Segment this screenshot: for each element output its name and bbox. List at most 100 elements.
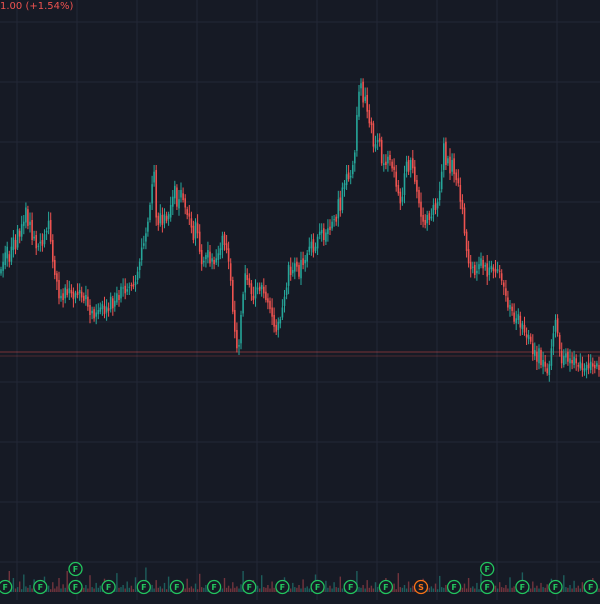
candle-body <box>56 273 58 282</box>
candle-body <box>72 291 75 300</box>
event-marker-circle <box>583 579 598 595</box>
candle-body <box>558 335 561 350</box>
event-marker-circle <box>378 579 394 595</box>
volume-bar <box>432 588 435 592</box>
candle-body <box>60 295 62 299</box>
volume-bar <box>410 587 412 592</box>
candle-body <box>494 269 497 273</box>
candle-body <box>169 205 172 218</box>
candle-body <box>565 353 567 358</box>
candle-body <box>569 358 571 364</box>
volume-bar <box>304 587 306 592</box>
volume-bar <box>302 579 304 592</box>
event-marker-circle <box>310 579 325 595</box>
volume-bar <box>60 588 62 592</box>
volume-bar <box>223 578 226 592</box>
volume-bar <box>364 588 366 592</box>
candle-body <box>163 214 166 224</box>
volume-bar <box>540 582 542 592</box>
candle-body <box>112 298 114 309</box>
volume-bar <box>296 587 298 592</box>
candle-body <box>2 261 4 271</box>
volume-bar <box>196 589 199 592</box>
volume-bar <box>145 567 147 592</box>
candle-body <box>540 350 542 365</box>
volume-bar <box>298 585 300 592</box>
volume-bar <box>201 587 203 592</box>
volume-bar <box>538 588 540 592</box>
candle-body <box>354 152 356 164</box>
volume-bar <box>308 588 310 592</box>
candle-body <box>178 199 180 209</box>
volume-bar <box>269 588 271 592</box>
candle-body <box>376 140 379 143</box>
volume-bar <box>157 587 159 592</box>
volume-bar <box>575 587 577 592</box>
volume-bar <box>66 571 68 592</box>
candle-body <box>16 229 19 248</box>
volume-bar <box>194 583 197 592</box>
candle-body <box>27 209 29 226</box>
volume-bar <box>259 588 261 592</box>
candle-body <box>273 315 275 327</box>
candle-body <box>99 307 102 312</box>
volume-bar <box>242 571 244 592</box>
event-marker-label: F <box>553 583 558 592</box>
candle-body <box>138 261 141 270</box>
volume-bar <box>428 587 430 592</box>
volume-bar <box>93 588 95 592</box>
volume-bar <box>335 587 337 592</box>
event-marker-circle <box>33 579 48 595</box>
volume-bar <box>571 588 573 592</box>
event-marker-label: F <box>280 583 285 592</box>
candle-body <box>176 187 178 207</box>
candle-body <box>453 158 455 175</box>
candle-body <box>532 343 534 355</box>
candle-body <box>455 172 457 180</box>
candle-body <box>155 170 157 218</box>
candle-body <box>387 156 389 164</box>
candle-body <box>87 296 89 307</box>
candle-body <box>389 155 391 160</box>
volume-bar <box>27 587 29 592</box>
candle-body <box>289 266 292 275</box>
candle-body <box>236 330 238 349</box>
volume-bar <box>188 587 190 592</box>
candle-body <box>302 258 304 265</box>
dividend-event-marker: F <box>169 579 185 595</box>
candle-body <box>192 225 195 240</box>
volume-bar <box>155 580 157 592</box>
candle-body <box>594 365 596 369</box>
candle-body <box>10 246 13 262</box>
volume-bar <box>159 586 161 592</box>
candle-body <box>447 158 449 164</box>
candle-body <box>360 83 362 89</box>
volume-bar <box>56 586 58 592</box>
volume-bar <box>358 587 360 592</box>
event-marker-circle <box>548 579 563 595</box>
candle-body <box>279 319 282 324</box>
volume-bar <box>263 587 265 592</box>
event-marker-label: F <box>141 583 146 592</box>
dividend-event-marker: F <box>33 579 48 595</box>
volume-bar <box>439 575 441 592</box>
candle-body <box>269 300 271 310</box>
candle-body <box>356 115 358 151</box>
dividend-event-marker: F <box>242 579 257 595</box>
candle-body <box>515 318 517 324</box>
volume-bar <box>329 585 331 592</box>
price-line-layer <box>0 351 600 357</box>
volume-bar <box>331 588 333 592</box>
dividend-event-marker: F <box>68 579 83 595</box>
volume-bar <box>534 587 536 592</box>
candle-body <box>418 190 420 204</box>
candle-body <box>254 286 257 299</box>
volume-bar <box>472 586 474 592</box>
candle-body <box>380 140 383 164</box>
volume-bar <box>567 587 569 592</box>
event-marker-label: F <box>484 583 489 592</box>
event-marker-label: F <box>73 583 78 592</box>
volume-bar <box>14 588 17 592</box>
